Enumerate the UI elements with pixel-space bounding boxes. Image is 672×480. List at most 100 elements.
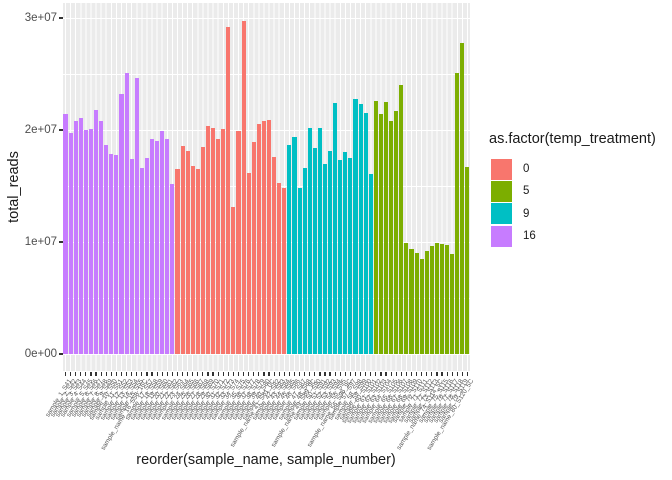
x-tick-mark	[309, 371, 311, 376]
bar-sample_23_S63	[175, 169, 180, 354]
gridline-major	[63, 242, 470, 244]
x-tick-mark	[141, 371, 143, 376]
x-tick-mark	[90, 371, 92, 376]
legend-item-16: 16	[489, 225, 656, 247]
gridline-major	[63, 18, 470, 20]
bar-sample_name_80_S120_5C	[465, 166, 470, 354]
x-tick-mark	[151, 371, 153, 376]
bar-sample_64_S104	[384, 102, 389, 354]
x-tick-mark	[400, 371, 402, 376]
x-tick-mark	[354, 371, 357, 376]
bar-sample_33_S73	[226, 26, 231, 354]
bar-sample_26_S66	[190, 165, 195, 354]
bar-sample_11_S51	[114, 154, 119, 354]
x-tick-mark	[451, 371, 453, 376]
bar-sample_name_56_S96_9C	[343, 152, 348, 354]
x-tick-mark	[243, 371, 245, 376]
bar-sample_4_S44	[78, 117, 83, 354]
x-tick-mark	[329, 371, 331, 376]
bar-sample_10_S50	[109, 153, 114, 354]
bar-sample_57_S97	[348, 158, 353, 354]
legend-item-label: 9	[523, 207, 530, 220]
bar-sample_51_S91	[317, 127, 322, 354]
bar-sample_40_S80	[261, 121, 266, 354]
legend-item-9: 9	[489, 203, 656, 225]
legend-swatch	[491, 158, 512, 180]
y-tick-mark	[59, 129, 63, 131]
x-tick-mark	[156, 371, 158, 376]
gridline-major	[63, 354, 470, 356]
bar-sample_37_S77	[246, 172, 251, 354]
x-tick-mark	[222, 371, 224, 376]
x-tick-mark	[421, 371, 423, 376]
bar-sample_79_S119	[460, 42, 465, 354]
bar-sample_14_S54	[129, 159, 134, 354]
bar-sample_58_S98	[353, 98, 358, 354]
x-tick-mark	[380, 371, 382, 376]
x-tick-mark	[304, 371, 306, 376]
bar-sample_5_S45	[83, 130, 88, 354]
bar-sample_17_S57	[144, 158, 149, 354]
x-tick-mark	[70, 371, 72, 376]
x-tick-mark	[258, 371, 260, 376]
bar-sample_6_S46	[88, 128, 94, 354]
x-tick-mark	[120, 371, 123, 376]
bar-sample_65_S105	[389, 121, 394, 354]
x-tick-mark	[385, 371, 387, 376]
bar-sample_73_S113	[429, 246, 434, 354]
bar-sample_78_S118	[455, 72, 460, 354]
bar-sample_22_S62	[170, 183, 175, 354]
x-tick-mark	[95, 371, 97, 376]
bar-sample_75_S115	[439, 244, 445, 354]
x-tick-mark	[232, 371, 234, 376]
x-tick-mark	[395, 371, 397, 376]
bar-sample_60_S100	[363, 113, 368, 354]
x-tick-mark	[80, 371, 82, 376]
bar-sample_68_S108	[404, 243, 409, 354]
bar-sample_1_S41	[63, 114, 68, 354]
bar-sample_name_74_S114_5C	[434, 243, 439, 354]
bar-sample_18_S58	[149, 138, 155, 354]
x-tick-mark	[64, 371, 67, 376]
x-tick-mark	[298, 371, 301, 376]
x-tick-mark	[415, 371, 418, 376]
gridline-minor	[63, 186, 470, 187]
x-tick-mark	[288, 371, 290, 376]
bar-sample_24_S64	[180, 145, 185, 354]
bar-sample_name_49_S89_9C	[307, 127, 312, 354]
legend-item-label: 16	[523, 230, 536, 243]
bar-sample_34_S74	[231, 207, 236, 354]
legend-title: as.factor(temp_treatment)	[489, 131, 656, 147]
x-tick-mark	[187, 371, 189, 376]
y-tick-mark	[59, 17, 63, 19]
bar-sample_52_S92	[322, 163, 328, 354]
x-tick-mark	[207, 371, 209, 376]
bar-sample_67_S107	[399, 85, 404, 354]
bar-sample_62_S102	[373, 100, 378, 354]
x-tick-mark	[283, 371, 285, 376]
bar-sample_2_S42	[68, 133, 73, 354]
bar-sample_46_S86	[292, 136, 297, 354]
gridline-minor	[63, 298, 470, 299]
x-tick-mark	[268, 371, 270, 376]
legend-swatch	[491, 225, 512, 247]
x-tick-mark	[319, 371, 321, 376]
bar-sample_19_S59	[155, 141, 160, 354]
y-tick-mark	[59, 353, 63, 355]
x-tick-mark	[446, 371, 448, 376]
x-tick-mark	[202, 371, 204, 376]
legend-item-label: 0	[523, 163, 530, 175]
x-tick-mark	[110, 371, 112, 376]
x-tick-mark	[248, 371, 250, 376]
x-tick-mark	[436, 371, 438, 376]
x-tick-mark	[136, 371, 138, 376]
bar-sample_72_S112	[424, 250, 429, 354]
bar-sample_36_S76	[241, 21, 246, 354]
bar-sample_47_S87	[297, 188, 302, 354]
bar-sample_20_S60	[160, 131, 165, 354]
bar-sample_48_S88	[302, 168, 307, 354]
y-tick-label: 2e+07	[24, 124, 57, 136]
x-tick-mark	[176, 371, 179, 376]
x-tick-mark	[75, 371, 77, 376]
x-tick-mark	[100, 371, 102, 376]
